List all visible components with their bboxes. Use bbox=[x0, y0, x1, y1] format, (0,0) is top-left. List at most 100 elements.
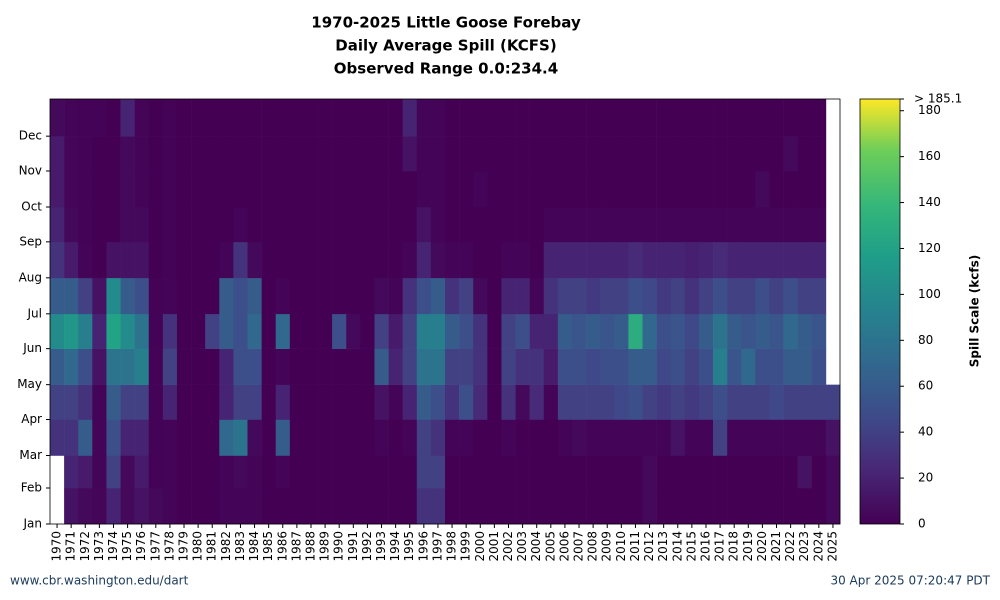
heat-cell bbox=[698, 277, 714, 315]
heat-cell bbox=[459, 99, 474, 137]
heat-cell bbox=[713, 170, 728, 208]
heat-cell bbox=[374, 455, 389, 489]
x-tick-label: 2008 bbox=[586, 531, 600, 562]
heat-cell bbox=[134, 99, 150, 137]
heat-cell bbox=[346, 488, 361, 525]
heat-cell bbox=[557, 348, 573, 385]
heat-cell bbox=[600, 348, 615, 385]
heat-cell bbox=[571, 170, 587, 208]
heat-cell bbox=[459, 241, 474, 279]
heat-cell bbox=[445, 313, 460, 349]
x-tick-label: 1992 bbox=[360, 531, 374, 562]
heat-cell bbox=[684, 241, 700, 279]
heat-cell bbox=[92, 488, 107, 525]
heat-cell bbox=[698, 241, 714, 279]
heat-cell bbox=[797, 419, 813, 456]
heat-cell bbox=[162, 170, 178, 208]
heat-cell bbox=[261, 136, 277, 172]
x-tick-label: 1985 bbox=[261, 531, 275, 562]
heat-cell bbox=[557, 488, 573, 525]
heat-cell bbox=[684, 455, 700, 489]
heat-cell bbox=[332, 277, 347, 315]
heat-cell bbox=[642, 488, 657, 525]
heat-cell bbox=[289, 241, 305, 279]
y-tick-label: Jun bbox=[22, 341, 42, 355]
heat-cell bbox=[713, 348, 728, 385]
colorbar bbox=[859, 98, 901, 525]
heat-cell bbox=[205, 488, 220, 525]
heat-cell bbox=[134, 206, 150, 243]
heat-cell bbox=[473, 241, 488, 279]
y-tick-label: Sep bbox=[19, 234, 42, 248]
heat-cell bbox=[684, 384, 700, 420]
heat-cell bbox=[318, 277, 333, 315]
heat-cell bbox=[261, 419, 277, 456]
heat-cell bbox=[755, 206, 770, 243]
heat-cell bbox=[92, 241, 107, 279]
heat-cell bbox=[642, 99, 657, 137]
heat-cell bbox=[219, 206, 234, 243]
heat-cell bbox=[741, 419, 756, 456]
heat-cell bbox=[92, 136, 107, 172]
heat-cell bbox=[275, 170, 291, 208]
heat-cell bbox=[557, 384, 573, 420]
heat-cell bbox=[783, 384, 798, 420]
heat-cell bbox=[487, 136, 502, 172]
x-tick-label: 1997 bbox=[430, 531, 444, 562]
heat-cell bbox=[713, 384, 728, 420]
heat-cell bbox=[416, 488, 432, 525]
heat-cell bbox=[275, 136, 291, 172]
heat-cell bbox=[656, 170, 672, 208]
heat-cell bbox=[515, 277, 530, 315]
heat-cell bbox=[501, 384, 516, 420]
heat-cell bbox=[543, 241, 559, 279]
heat-cell bbox=[543, 277, 559, 315]
x-tick-label: 1987 bbox=[289, 531, 303, 562]
heat-cell bbox=[529, 384, 545, 420]
heat-cell bbox=[487, 488, 502, 525]
heat-cell bbox=[275, 99, 291, 137]
heat-cell bbox=[600, 384, 615, 420]
heat-cell bbox=[78, 99, 93, 137]
heat-cell bbox=[148, 206, 164, 243]
heat-cell bbox=[148, 419, 164, 456]
heat-cell bbox=[586, 277, 601, 315]
chart-subtitle: Observed Range 0.0:234.4 bbox=[334, 60, 558, 78]
heat-cell bbox=[628, 206, 643, 243]
heat-cell bbox=[783, 419, 798, 456]
heat-cell bbox=[219, 277, 234, 315]
heat-cell bbox=[374, 136, 389, 172]
heat-cell bbox=[332, 206, 347, 243]
heat-cell bbox=[459, 170, 474, 208]
heat-cell bbox=[106, 384, 121, 420]
heat-cell bbox=[543, 99, 559, 137]
heat-cell bbox=[487, 348, 502, 385]
heat-cell bbox=[501, 136, 516, 172]
heat-cell bbox=[50, 99, 65, 137]
heat-cell bbox=[783, 206, 798, 243]
heat-cell bbox=[783, 348, 798, 385]
heat-cell bbox=[543, 455, 559, 489]
heat-cell bbox=[430, 241, 446, 279]
heat-cell bbox=[586, 136, 601, 172]
x-tick-label: 1988 bbox=[303, 531, 317, 562]
heat-cell bbox=[783, 136, 798, 172]
heat-cell bbox=[501, 277, 516, 315]
heat-cell bbox=[402, 488, 418, 525]
heat-cell bbox=[374, 99, 389, 137]
heat-cell bbox=[120, 241, 135, 279]
heat-cell bbox=[571, 488, 587, 525]
heat-cell bbox=[148, 136, 164, 172]
heat-cell bbox=[106, 277, 121, 315]
x-tick-label: 1983 bbox=[233, 531, 247, 562]
heat-cell bbox=[388, 348, 403, 385]
y-tick-label: Aug bbox=[19, 270, 42, 284]
heat-cell bbox=[586, 170, 601, 208]
heat-cell bbox=[332, 488, 347, 525]
heat-cell bbox=[501, 419, 516, 456]
heat-cell bbox=[684, 277, 700, 315]
heat-cell bbox=[247, 170, 262, 208]
heat-cell bbox=[459, 136, 474, 172]
heat-cell bbox=[487, 313, 502, 349]
heat-cell bbox=[797, 136, 813, 172]
